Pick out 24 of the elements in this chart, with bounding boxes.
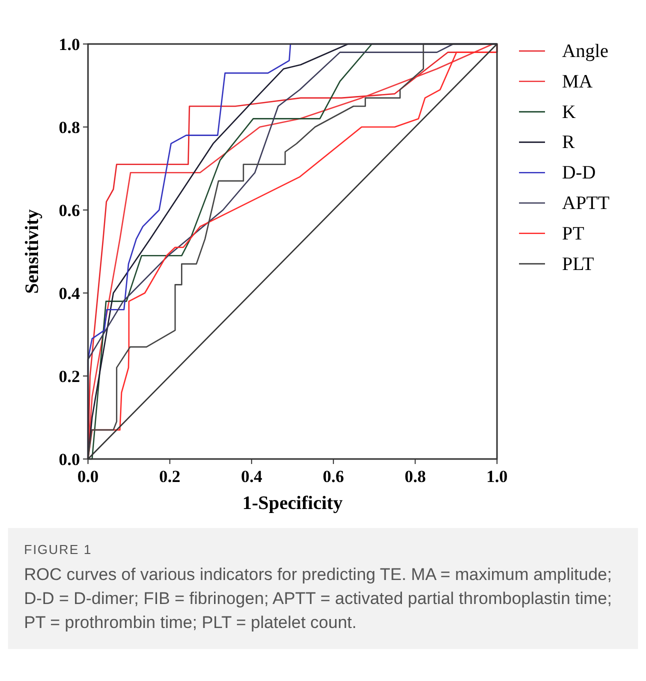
x-tick-label: 1.0 [486,467,508,486]
y-tick-label: 0.2 [58,367,80,386]
x-tick-label: 0.4 [240,467,263,486]
legend-label: APTT [562,193,610,214]
y-tick-label: 0.6 [58,201,80,220]
legend-label: R [562,132,575,154]
y-tick-label: 0.8 [58,118,80,137]
legend-label: Angle [562,41,608,62]
x-tick-label: 0.0 [77,467,99,486]
x-tick-label: 0.2 [159,467,180,486]
y-axis-title: Sensitivity [22,208,43,294]
x-axis-title: 1-Specificity [242,493,344,514]
x-tick-label: 0.8 [404,467,426,486]
x-tick-label: 0.6 [322,467,344,486]
legend-label: D-D [562,162,596,184]
legend-label: MA [562,71,593,92]
y-tick-label: 0.4 [58,284,80,303]
text: ROC curves of various indicators for predicting TE. MA = maximum amplitude; D-D = D-dimer; FIB = fibrinogen; APTT = activated partial thromboplastin time; PT = prothrombin time; PLT = platelet count. [24,564,613,634]
legend-label: K [562,102,576,123]
y-tick-label: 0.0 [58,450,80,469]
legend-label: PLT [562,254,594,275]
y-tick-label: 1.0 [58,35,80,54]
legend-label: PT [562,223,585,244]
caption: FIGURE 1 [24,542,93,557]
